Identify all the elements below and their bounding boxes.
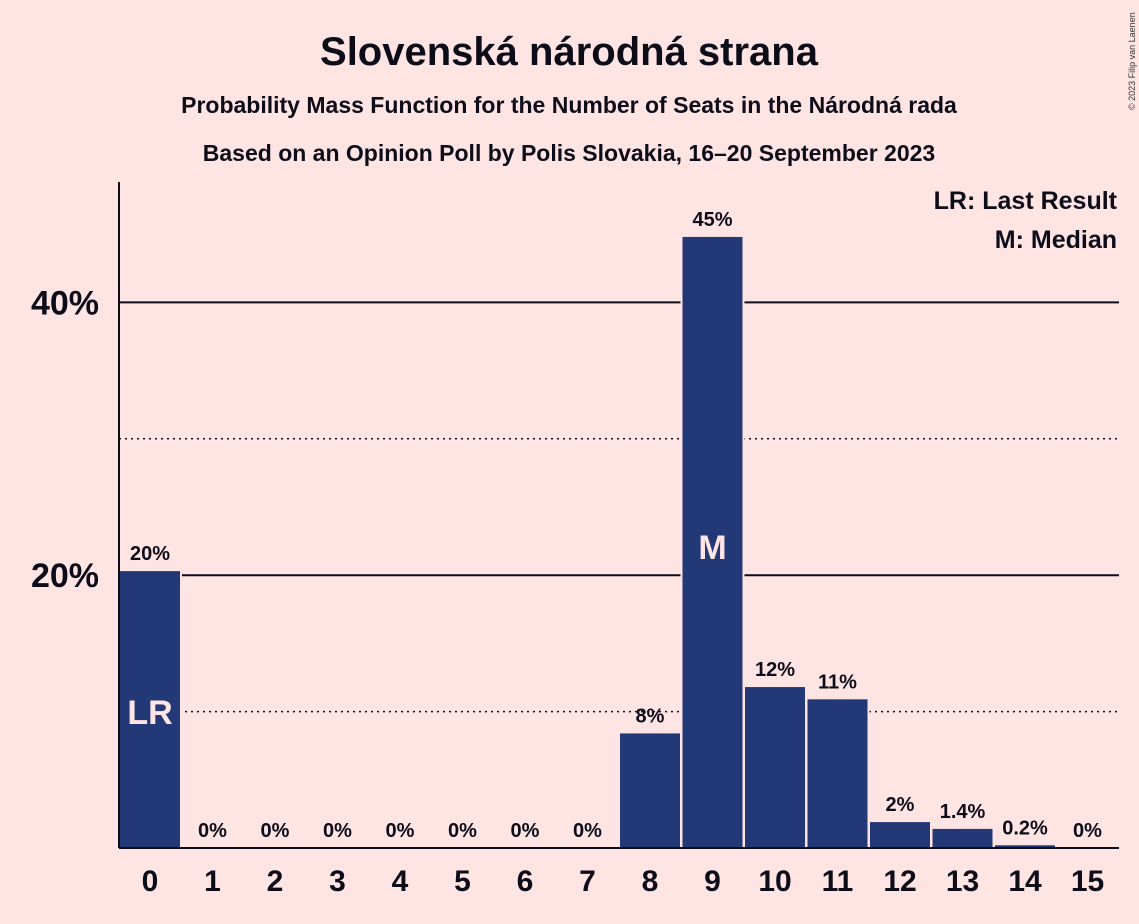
value-label: 2%	[886, 794, 915, 816]
bar	[745, 687, 805, 848]
bar	[995, 845, 1055, 848]
bar	[682, 236, 743, 849]
bar	[870, 822, 930, 848]
bar	[807, 699, 868, 848]
value-label: 0%	[261, 820, 290, 842]
chart-subtitle: Probability Mass Function for the Number…	[181, 92, 957, 118]
x-tick-label: 11	[822, 865, 854, 898]
chart-title: Slovenská národná strana	[320, 30, 819, 74]
value-label: 12%	[755, 659, 795, 681]
bar	[620, 733, 680, 848]
value-label: 0%	[573, 820, 602, 842]
value-label: 0%	[448, 820, 477, 842]
gridlines	[119, 301, 1119, 713]
y-axis-ticks: 20% 40%	[31, 284, 99, 595]
x-tick-label: 4	[392, 865, 409, 898]
value-label: 1.4%	[940, 801, 986, 823]
x-tick-label: 10	[758, 865, 791, 898]
legend-entry: LR: Last Result	[934, 187, 1118, 215]
x-tick-label: 15	[1071, 865, 1104, 898]
y-tick-label: 20%	[31, 557, 99, 595]
x-tick-label: 7	[579, 865, 596, 898]
x-tick-label: 0	[142, 865, 159, 898]
bars	[118, 236, 1057, 849]
x-tick-label: 5	[454, 865, 471, 898]
bar-marker: M	[698, 529, 726, 567]
x-tick-label: 8	[642, 865, 659, 898]
value-labels: 20% LR 0% 0% 0% 0% 0% 0% 0% 8% 45% M 12% 11% 2% 1.4% 0.2…	[127, 209, 1102, 842]
legend-entry: M: Median	[995, 226, 1117, 254]
bar-marker: LR	[127, 694, 172, 732]
value-label: 0%	[198, 820, 227, 842]
x-tick-label: 13	[946, 865, 979, 898]
legend: LR: Last Result M: Median	[934, 187, 1118, 254]
value-label: 0.2%	[1002, 817, 1048, 839]
bar	[120, 571, 180, 848]
value-label: 0%	[511, 820, 540, 842]
x-tick-label: 3	[329, 865, 346, 898]
value-label: 0%	[1073, 820, 1102, 842]
chart-subtitle-2: Based on an Opinion Poll by Polis Slovak…	[203, 140, 935, 166]
value-label: 0%	[323, 820, 352, 842]
x-tick-label: 14	[1008, 865, 1042, 898]
value-label: 0%	[386, 820, 415, 842]
bar	[932, 828, 993, 848]
value-label: 8%	[636, 705, 665, 727]
value-label: 45%	[692, 209, 732, 231]
x-tick-label: 1	[204, 865, 221, 898]
y-tick-label: 40%	[31, 284, 99, 322]
x-tick-label: 6	[517, 865, 534, 898]
value-label: 11%	[818, 671, 857, 693]
x-tick-label: 12	[883, 865, 916, 898]
x-axis-ticks: 0 1 2 3 4 5 6 7 8 9 10 11 12 13 14 15	[142, 865, 1105, 898]
x-tick-label: 2	[267, 865, 284, 898]
x-tick-label: 9	[704, 865, 721, 898]
copyright-notice: © 2023 Filip van Laenen	[1127, 12, 1137, 110]
value-label: 20%	[130, 543, 170, 565]
